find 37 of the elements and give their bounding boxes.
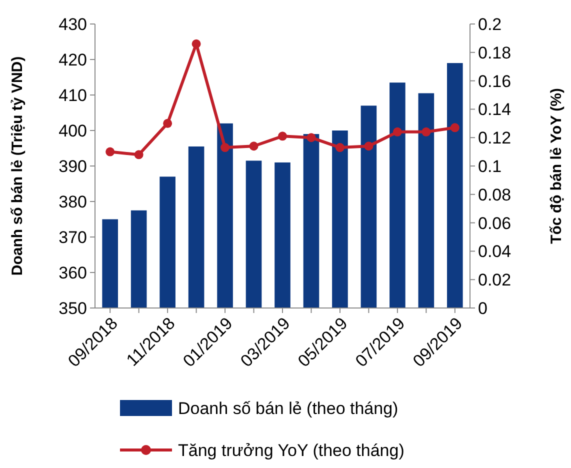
point	[106, 147, 115, 156]
y-tick-label: 350	[58, 298, 87, 318]
y2-axis-title: Tốc độ bán lẻ YoY (%)	[548, 88, 565, 244]
y2-tick-label: 0.18	[478, 43, 512, 62]
y-tick-label: 410	[58, 86, 87, 105]
y-tick-label: 360	[58, 263, 87, 282]
point	[163, 118, 172, 128]
point	[450, 123, 460, 132]
legend-label: Doanh số bán lẻ (theo tháng)	[178, 398, 398, 418]
y-tick-label: 420	[58, 50, 87, 70]
point	[134, 150, 144, 160]
point	[278, 132, 287, 141]
point	[220, 143, 230, 152]
point	[392, 127, 402, 136]
y-tick-label: 400	[58, 121, 87, 140]
point	[335, 143, 344, 152]
y2-tick-label: 0.12	[478, 128, 512, 148]
y2-tick-label: 0.2	[478, 14, 502, 34]
y-tick-label: 390	[58, 156, 87, 176]
point	[364, 142, 374, 151]
y-tick-label: 430	[58, 14, 87, 34]
y-tick-label: 380	[58, 192, 87, 212]
y2-tick-label: 0.16	[478, 72, 512, 91]
y2-tick-label: 0.14	[478, 100, 512, 120]
point	[422, 127, 431, 136]
y2-tick-label: 0.04	[478, 242, 512, 262]
point	[306, 133, 316, 142]
y-axis-title: Doanh số bán lẻ (Triệu tỷ VND)	[9, 56, 26, 276]
y2-tick-label: 0.08	[478, 185, 512, 204]
y2-tick-label: 0	[478, 298, 488, 318]
legend-label: Tăng trưởng YoY (theo tháng)	[178, 440, 404, 460]
point	[192, 39, 201, 48]
point	[249, 142, 258, 151]
y2-tick-label: 0.06	[478, 214, 512, 233]
y2-tick-label: 0.1	[478, 156, 502, 176]
y-tick-label: 370	[58, 228, 87, 247]
y2-tick-label: 0.02	[478, 270, 512, 290]
